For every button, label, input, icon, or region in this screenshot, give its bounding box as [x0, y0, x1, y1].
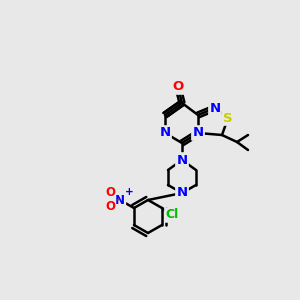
Text: O: O [172, 80, 184, 94]
Text: O: O [105, 185, 115, 199]
Text: N: N [192, 127, 204, 140]
Text: -: - [115, 195, 119, 205]
Text: N: N [176, 154, 188, 166]
Text: N: N [159, 127, 171, 140]
Text: O: O [105, 200, 115, 212]
Text: +: + [125, 187, 134, 197]
Text: N: N [115, 194, 125, 206]
Text: N: N [176, 187, 188, 200]
Text: S: S [223, 112, 233, 124]
Text: Cl: Cl [165, 208, 178, 221]
Text: N: N [209, 101, 220, 115]
